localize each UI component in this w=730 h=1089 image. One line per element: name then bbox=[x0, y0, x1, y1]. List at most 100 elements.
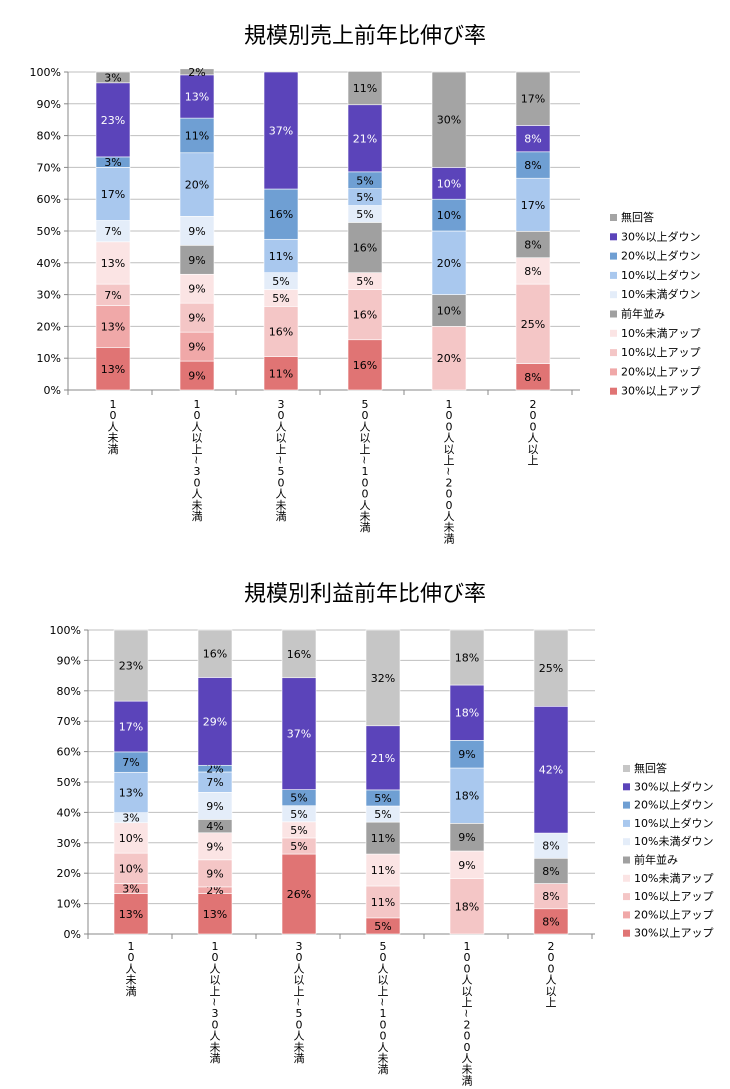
legend-label: 10%未満アップ bbox=[634, 872, 713, 885]
bar-segment bbox=[431, 294, 467, 327]
data-label: 17% bbox=[521, 93, 545, 106]
data-label: 3% bbox=[122, 883, 139, 896]
data-label: 9% bbox=[206, 840, 223, 853]
category-label-char: 上 bbox=[444, 454, 455, 467]
data-label: 17% bbox=[521, 199, 545, 212]
category-label-char: ~ bbox=[460, 1009, 473, 1018]
legend-swatch bbox=[610, 310, 617, 318]
data-label: 21% bbox=[371, 752, 395, 765]
legend-swatch bbox=[610, 233, 617, 241]
category-label-char: 人 bbox=[462, 1052, 473, 1065]
legend-label: 10%以上アップ bbox=[621, 346, 700, 359]
category-label-char: 未 bbox=[108, 432, 119, 445]
data-label: 5% bbox=[374, 808, 391, 821]
category-label-char: 0 bbox=[194, 476, 201, 489]
legend-label: 前年並み bbox=[634, 853, 678, 867]
bar-segment bbox=[263, 356, 299, 391]
category-label-char: 0 bbox=[464, 951, 471, 964]
category-label-char: 未 bbox=[210, 1041, 221, 1054]
data-label: 5% bbox=[374, 920, 391, 933]
bar-segment bbox=[449, 684, 485, 741]
category-label-char: 人 bbox=[378, 962, 389, 975]
y-tick-label: 80% bbox=[57, 685, 81, 698]
data-label: 8% bbox=[524, 371, 541, 384]
bar-segment bbox=[281, 853, 317, 935]
category-label-char: 0 bbox=[278, 476, 285, 489]
category-label-char: 以 bbox=[294, 974, 305, 987]
data-label: 11% bbox=[269, 250, 293, 263]
category-label-char: 未 bbox=[192, 499, 203, 512]
category-label-char: 人 bbox=[192, 420, 203, 433]
bar-segment bbox=[179, 273, 215, 304]
data-label: 8% bbox=[524, 265, 541, 278]
data-label: 13% bbox=[101, 257, 125, 270]
category-label-char: 満 bbox=[360, 521, 371, 534]
legend-label: 10%以上アップ bbox=[634, 890, 713, 903]
data-label: 18% bbox=[455, 900, 479, 913]
category-label-char: 0 bbox=[548, 962, 555, 975]
category-label-char: 0 bbox=[296, 1018, 303, 1031]
legend-swatch bbox=[610, 368, 617, 376]
data-label: 16% bbox=[353, 359, 377, 372]
data-label: 8% bbox=[524, 239, 541, 252]
bar-segment bbox=[449, 740, 485, 769]
y-tick-label: 0% bbox=[64, 928, 81, 941]
category-label-char: 満 bbox=[378, 1063, 389, 1076]
profit-growth-chart: 規模別利益前年比伸び率 0% 10% 20% 30% 40% 50% 60% 70% 80% 90… bbox=[0, 560, 730, 1089]
bar-segment bbox=[113, 822, 149, 854]
bar-segment bbox=[431, 230, 467, 295]
bar-segment bbox=[179, 74, 215, 119]
data-label: 10% bbox=[437, 177, 461, 190]
category-label-char: 以 bbox=[192, 432, 203, 445]
category-label-char: 3 bbox=[194, 465, 201, 478]
data-label: 21% bbox=[353, 132, 377, 145]
category-label-char: 上 bbox=[546, 996, 557, 1009]
category-label-char: 未 bbox=[126, 974, 137, 987]
data-label: 32% bbox=[371, 672, 395, 685]
category-label-char: 1 bbox=[110, 398, 117, 411]
category-label-char: 未 bbox=[378, 1052, 389, 1065]
category-label-char: 人 bbox=[126, 962, 137, 975]
category-label-char: 人 bbox=[378, 1041, 389, 1054]
category-label-char: 上 bbox=[378, 985, 389, 998]
data-label: 11% bbox=[269, 367, 293, 380]
y-tick-label: 50% bbox=[57, 776, 81, 789]
bar-segment bbox=[197, 677, 233, 766]
bar-segment bbox=[281, 629, 317, 679]
data-label: 16% bbox=[203, 648, 227, 661]
bar-segment bbox=[515, 257, 551, 285]
bar-segment bbox=[95, 71, 131, 84]
bar-segment bbox=[197, 893, 233, 935]
bar-segment bbox=[365, 821, 401, 855]
category-label-char: 1 bbox=[362, 465, 369, 478]
category-label-char: 5 bbox=[278, 465, 285, 478]
data-label: 17% bbox=[101, 188, 125, 201]
category-label-char: 以 bbox=[360, 432, 371, 445]
category-label-char: 人 bbox=[210, 1030, 221, 1043]
category-label-char: 満 bbox=[462, 1074, 473, 1087]
data-label: 5% bbox=[356, 174, 373, 187]
data-label: 25% bbox=[521, 318, 545, 331]
category-label-char: 0 bbox=[128, 951, 135, 964]
category-label-char: 3 bbox=[212, 1007, 219, 1020]
category-label-char: 人 bbox=[528, 432, 539, 445]
category-label-char: 人 bbox=[462, 974, 473, 987]
data-label: 18% bbox=[455, 707, 479, 720]
category-label-char: 人 bbox=[444, 510, 455, 523]
bar-segment bbox=[95, 347, 131, 391]
legend-label: 10%未満アップ bbox=[621, 327, 700, 340]
y-tick-label: 90% bbox=[57, 654, 81, 667]
y-tick-label: 60% bbox=[57, 746, 81, 759]
bar-segment bbox=[179, 360, 215, 391]
bar-segment bbox=[431, 326, 467, 391]
category-label-char: 0 bbox=[464, 1041, 471, 1054]
data-label: 16% bbox=[269, 208, 293, 221]
data-label: 8% bbox=[542, 865, 559, 878]
data-label: 18% bbox=[455, 652, 479, 665]
data-label: 16% bbox=[353, 309, 377, 322]
category-label-char: ~ bbox=[358, 455, 371, 464]
legend-swatch bbox=[623, 893, 630, 901]
bar-segment bbox=[95, 241, 131, 285]
category-label-char: 満 bbox=[108, 443, 119, 456]
data-label: 9% bbox=[458, 831, 475, 844]
